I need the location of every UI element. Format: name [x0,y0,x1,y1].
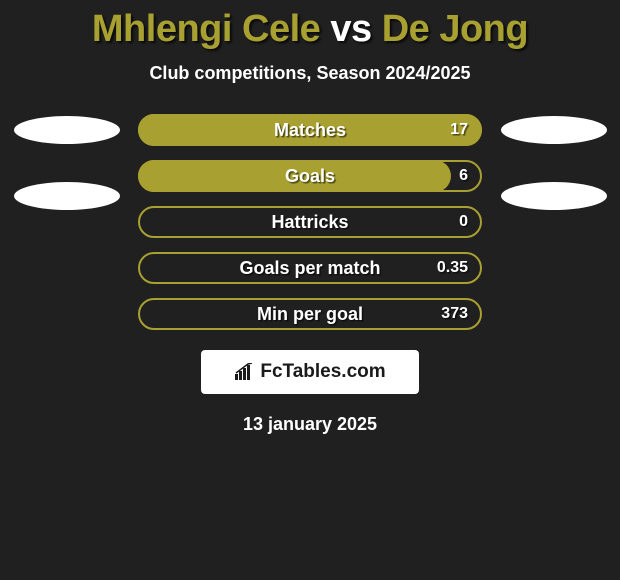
page-title: Mhlengi Cele vs De Jong [0,0,620,51]
player2-name: De Jong [382,8,528,50]
player1-badge-1 [14,116,120,144]
player2-badge-2 [501,182,607,210]
stat-value: 17 [450,121,468,139]
brand-text: FcTables.com [260,361,385,383]
stat-label: Hattricks [271,212,348,233]
bars-icon [234,363,254,381]
subtitle: Club competitions, Season 2024/2025 [0,63,620,84]
stat-bar: Min per goal 373 [138,298,482,330]
left-player-badges [9,114,124,222]
stat-value: 373 [441,305,468,323]
brand-watermark: FcTables.com [201,350,419,394]
player2-badge-1 [501,116,607,144]
right-player-badges [496,114,611,222]
stat-label: Goals [285,166,335,187]
snapshot-date: 13 january 2025 [0,414,620,435]
comparison-row: Matches 17 Goals 6 Hattricks 0 Goals per match… [0,114,620,330]
vs-separator: vs [330,8,371,50]
stat-value: 0 [459,213,468,231]
stat-value: 6 [459,167,468,185]
stats-bars: Matches 17 Goals 6 Hattricks 0 Goals per match… [138,114,482,330]
player1-badge-2 [14,182,120,210]
stat-label: Min per goal [257,304,363,325]
player1-name: Mhlengi Cele [92,8,320,50]
stat-bar: Goals 6 [138,160,482,192]
stat-bar: Matches 17 [138,114,482,146]
stat-bar: Hattricks 0 [138,206,482,238]
stat-label: Matches [274,120,346,141]
stat-bar: Goals per match 0.35 [138,252,482,284]
stat-value: 0.35 [437,259,468,277]
stat-label: Goals per match [239,258,380,279]
